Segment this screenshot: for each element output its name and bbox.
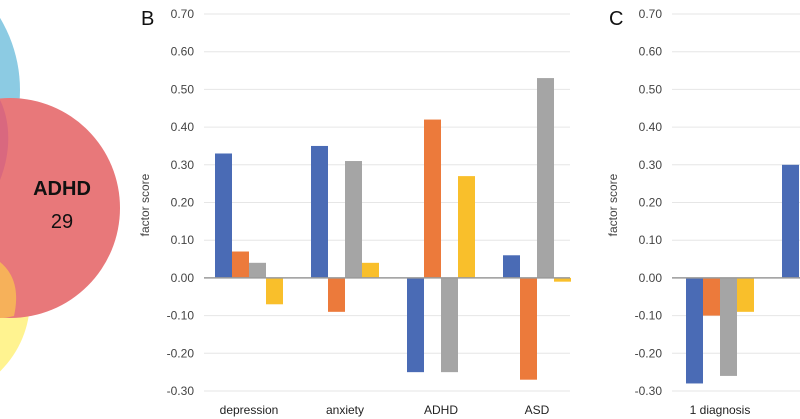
y-tick-label: 0.10 (171, 233, 195, 247)
bar-depression-series-3 (249, 262, 266, 278)
bar-anxiety-series-2 (328, 277, 345, 312)
y-tick-label: 0.60 (171, 45, 195, 59)
bar-1-diagnosis-series-3 (720, 277, 737, 376)
y-tick-label: 0.20 (171, 196, 195, 210)
bar-depression-series-1 (215, 153, 232, 278)
bar-depression-series-2 (232, 251, 249, 278)
y-tick-label: 0.20 (639, 196, 663, 210)
y-tick-label: 0.40 (639, 120, 663, 134)
bar-adhd-series-3 (441, 277, 458, 373)
category-label: ADHD (424, 403, 458, 417)
panel-b-ylabel: factor score (138, 173, 152, 236)
bar-1-diagnosis-series-1 (686, 277, 703, 384)
y-tick-label: -0.20 (635, 346, 663, 360)
y-tick-label: -0.20 (167, 346, 195, 360)
venn-overlap-red-yellow (0, 262, 17, 318)
category-label: anxiety (326, 403, 364, 417)
venn-overlap-blue-red (0, 100, 9, 180)
y-tick-label: 0.50 (171, 82, 195, 96)
y-tick-label: 0.70 (171, 7, 195, 21)
y-tick-label: 0.00 (639, 271, 663, 285)
y-tick-label: 0.70 (639, 7, 663, 21)
bar-adhd-series-2 (424, 119, 441, 278)
bar-adhd-series-4 (458, 176, 475, 278)
venn-label-count: 29 (51, 211, 73, 233)
panel-b-letter: B (141, 8, 154, 30)
bar-asd-series-2 (520, 277, 537, 380)
venn-label-name: ADHD (33, 178, 91, 200)
bar-asd-series-4 (554, 277, 571, 282)
bar-adhd-series-1 (407, 277, 424, 373)
venn-circle-adhd (0, 98, 120, 318)
bar-2-d-series-1 (782, 164, 799, 278)
y-tick-label: -0.30 (635, 384, 663, 398)
panel-b-chart: 0.70 0.60 0.50 0.40 0.30 0.20 0.10 0.00 -0.10 -0.… (167, 7, 571, 417)
y-tick-label: 0.30 (171, 158, 195, 172)
category-label: 1 diagnosis (690, 403, 751, 417)
panel-c-chart: 0.70 0.60 0.50 0.40 0.30 0.20 0.10 0.00 -0.10 -0.… (635, 7, 800, 417)
y-tick-label: 0.00 (171, 271, 195, 285)
bar-anxiety-series-1 (311, 145, 328, 278)
y-tick-label: 0.60 (639, 45, 663, 59)
bar-asd-series-1 (503, 255, 520, 278)
venn-diagram: ADHD 29 (0, 17, 120, 372)
category-label: ASD (525, 403, 550, 417)
y-tick-label: 0.30 (639, 158, 663, 172)
y-tick-label: 0.50 (639, 82, 663, 96)
bar-1-diagnosis-series-2 (703, 277, 720, 316)
bar-anxiety-series-4 (362, 262, 379, 278)
panel-c-letter: C (609, 8, 623, 30)
panel-c-ylabel: factor score (606, 173, 620, 236)
bar-anxiety-series-3 (345, 161, 362, 278)
y-tick-label: 0.10 (639, 233, 663, 247)
bar-asd-series-3 (537, 78, 554, 278)
y-tick-label: -0.30 (167, 384, 195, 398)
y-tick-label: 0.40 (171, 120, 195, 134)
y-tick-label: -0.10 (635, 309, 663, 323)
bar-depression-series-4 (266, 277, 283, 305)
category-label: depression (220, 403, 279, 417)
y-tick-label: -0.10 (167, 309, 195, 323)
bar-1-diagnosis-series-4 (737, 277, 754, 312)
